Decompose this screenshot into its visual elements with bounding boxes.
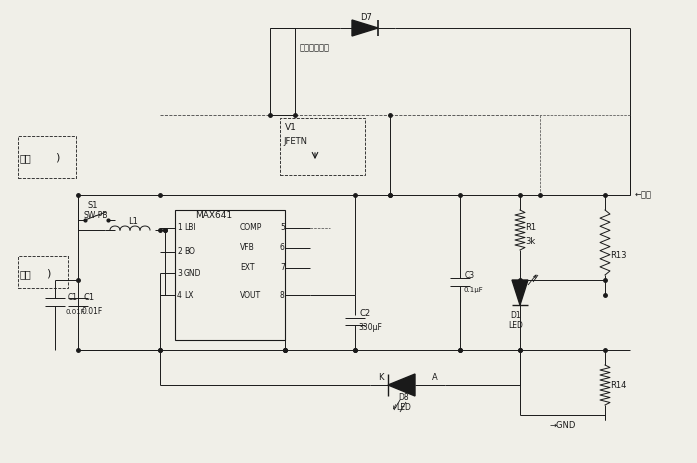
Text: ←电源: ←电源 — [635, 190, 652, 200]
Text: R14: R14 — [610, 381, 627, 389]
Text: 肖特基二极管: 肖特基二极管 — [300, 44, 330, 52]
Text: LX: LX — [184, 290, 194, 300]
Text: K: K — [378, 374, 383, 382]
Text: GND: GND — [184, 269, 201, 277]
Text: C2: C2 — [360, 308, 371, 318]
Text: 0.01F: 0.01F — [82, 307, 103, 317]
Text: LBI: LBI — [184, 224, 196, 232]
Text: 6: 6 — [280, 244, 285, 252]
Text: C3: C3 — [465, 270, 475, 280]
Text: COMP: COMP — [240, 224, 262, 232]
Text: 3: 3 — [177, 269, 182, 277]
Text: ): ) — [55, 153, 59, 163]
Text: SW-PB: SW-PB — [83, 211, 107, 219]
Text: S1: S1 — [88, 200, 98, 209]
Text: VOUT: VOUT — [240, 290, 261, 300]
Text: MAX641: MAX641 — [195, 211, 232, 219]
Text: 5: 5 — [280, 224, 285, 232]
Text: R1: R1 — [525, 224, 536, 232]
Text: →GND: →GND — [550, 420, 576, 430]
Text: 7: 7 — [280, 263, 285, 273]
Text: LED: LED — [508, 320, 523, 330]
Polygon shape — [352, 20, 378, 36]
Bar — [280, 118, 365, 175]
Text: 1: 1 — [177, 224, 182, 232]
Text: EXT: EXT — [240, 263, 254, 273]
Bar — [18, 256, 68, 288]
Text: BO: BO — [184, 248, 195, 257]
Text: V1: V1 — [285, 124, 297, 132]
Text: D1: D1 — [510, 311, 521, 319]
Text: D7: D7 — [360, 13, 372, 21]
Text: 电池: 电池 — [20, 269, 32, 279]
Text: VFB: VFB — [240, 244, 254, 252]
Text: 0.1μF: 0.1μF — [463, 287, 483, 293]
Text: LED: LED — [396, 403, 411, 413]
Bar — [175, 210, 285, 340]
Text: 330μF: 330μF — [358, 324, 382, 332]
Text: R13: R13 — [610, 250, 627, 259]
Text: 0.01F: 0.01F — [66, 309, 86, 315]
Text: D8: D8 — [398, 394, 408, 402]
Text: C1: C1 — [83, 294, 94, 302]
Polygon shape — [512, 280, 528, 305]
Text: 3k: 3k — [525, 238, 535, 246]
Text: A: A — [432, 374, 438, 382]
Bar — [18, 136, 76, 178]
Text: 2: 2 — [177, 248, 182, 257]
Text: ): ) — [46, 269, 50, 279]
Polygon shape — [388, 374, 415, 396]
Text: 4: 4 — [177, 290, 182, 300]
Text: 8: 8 — [280, 290, 285, 300]
Text: 电源: 电源 — [20, 153, 32, 163]
Text: C1: C1 — [68, 294, 78, 302]
Text: L1: L1 — [128, 218, 138, 226]
Text: JFETN: JFETN — [283, 138, 307, 146]
